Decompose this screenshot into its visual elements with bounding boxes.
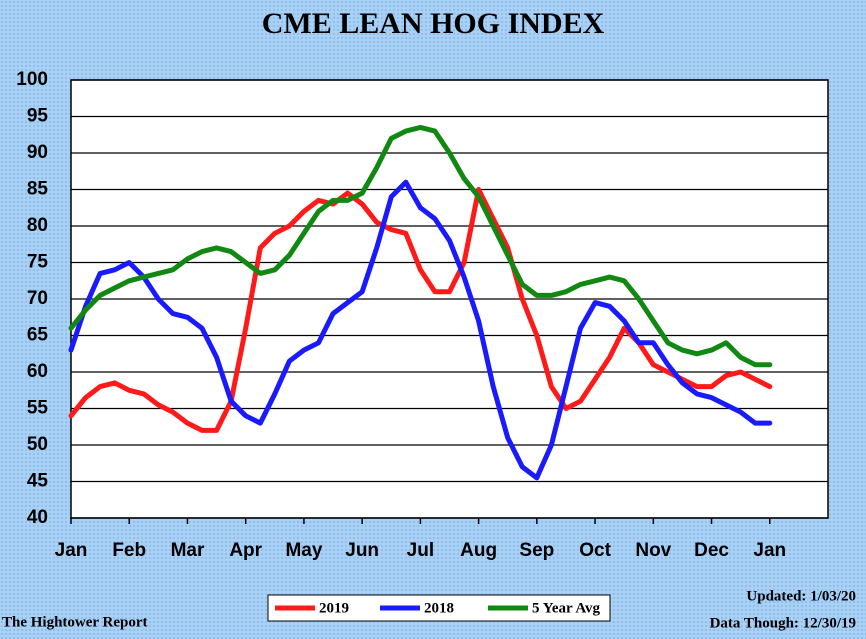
- legend-box: [267, 594, 611, 622]
- x-tick-label: Nov: [635, 540, 671, 561]
- x-tick-label: Apr: [229, 540, 262, 561]
- y-tick-label: 40: [27, 507, 48, 528]
- updated: Updated: 1/03/20: [746, 588, 856, 604]
- x-tick-label: Jul: [407, 540, 434, 561]
- x-tick-label: Jan: [753, 540, 786, 561]
- y-tick-label: 70: [27, 288, 48, 309]
- y-tick-label: 100: [16, 69, 48, 90]
- source: The Hightower Report: [2, 614, 148, 630]
- y-tick-label: 85: [27, 179, 49, 200]
- y-tick-label: 50: [27, 434, 48, 455]
- x-tick-label: Mar: [171, 540, 205, 561]
- data-through: Data Though: 12/30/19: [710, 615, 856, 631]
- x-tick-label: Jan: [55, 540, 88, 561]
- legend-label: 5 Year Avg: [532, 600, 601, 616]
- chart-title: CME LEAN HOG INDEX: [262, 7, 605, 40]
- x-tick-label: Oct: [579, 540, 611, 561]
- y-tick-label: 90: [27, 142, 48, 163]
- y-tick-label: 55: [27, 398, 49, 419]
- y-tick-label: 95: [27, 106, 49, 127]
- legend-label: 2019: [319, 600, 349, 616]
- y-tick-label: 75: [27, 252, 49, 273]
- y-tick-label: 80: [27, 215, 48, 236]
- x-tick-label: Dec: [694, 540, 729, 561]
- x-tick-label: Feb: [112, 540, 146, 561]
- series-line: [68, 124, 773, 368]
- x-tick-label: May: [285, 540, 322, 561]
- legend-label: 2018: [424, 600, 454, 616]
- y-tick-label: 60: [27, 361, 48, 382]
- plot-border: [70, 79, 829, 519]
- x-tick-label: Jun: [345, 540, 379, 561]
- x-tick-label: Sep: [519, 540, 554, 561]
- series-line: [68, 187, 773, 433]
- y-tick-label: 65: [27, 325, 49, 346]
- x-tick-label: Aug: [460, 540, 497, 561]
- series-line: [68, 179, 773, 481]
- y-tick-label: 45: [27, 471, 49, 492]
